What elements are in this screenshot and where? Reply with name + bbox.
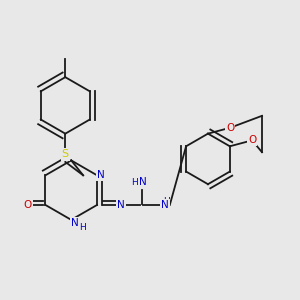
Text: O: O: [23, 200, 32, 210]
Text: H: H: [131, 178, 137, 187]
Text: O: O: [226, 123, 234, 133]
Text: N: N: [161, 200, 169, 210]
Text: N: N: [139, 177, 147, 187]
Text: O: O: [248, 135, 256, 145]
Text: N: N: [97, 170, 104, 180]
Text: H: H: [79, 223, 86, 232]
Text: H: H: [164, 197, 170, 206]
Text: N: N: [71, 218, 79, 228]
Text: S: S: [62, 149, 69, 160]
Text: N: N: [117, 200, 124, 210]
